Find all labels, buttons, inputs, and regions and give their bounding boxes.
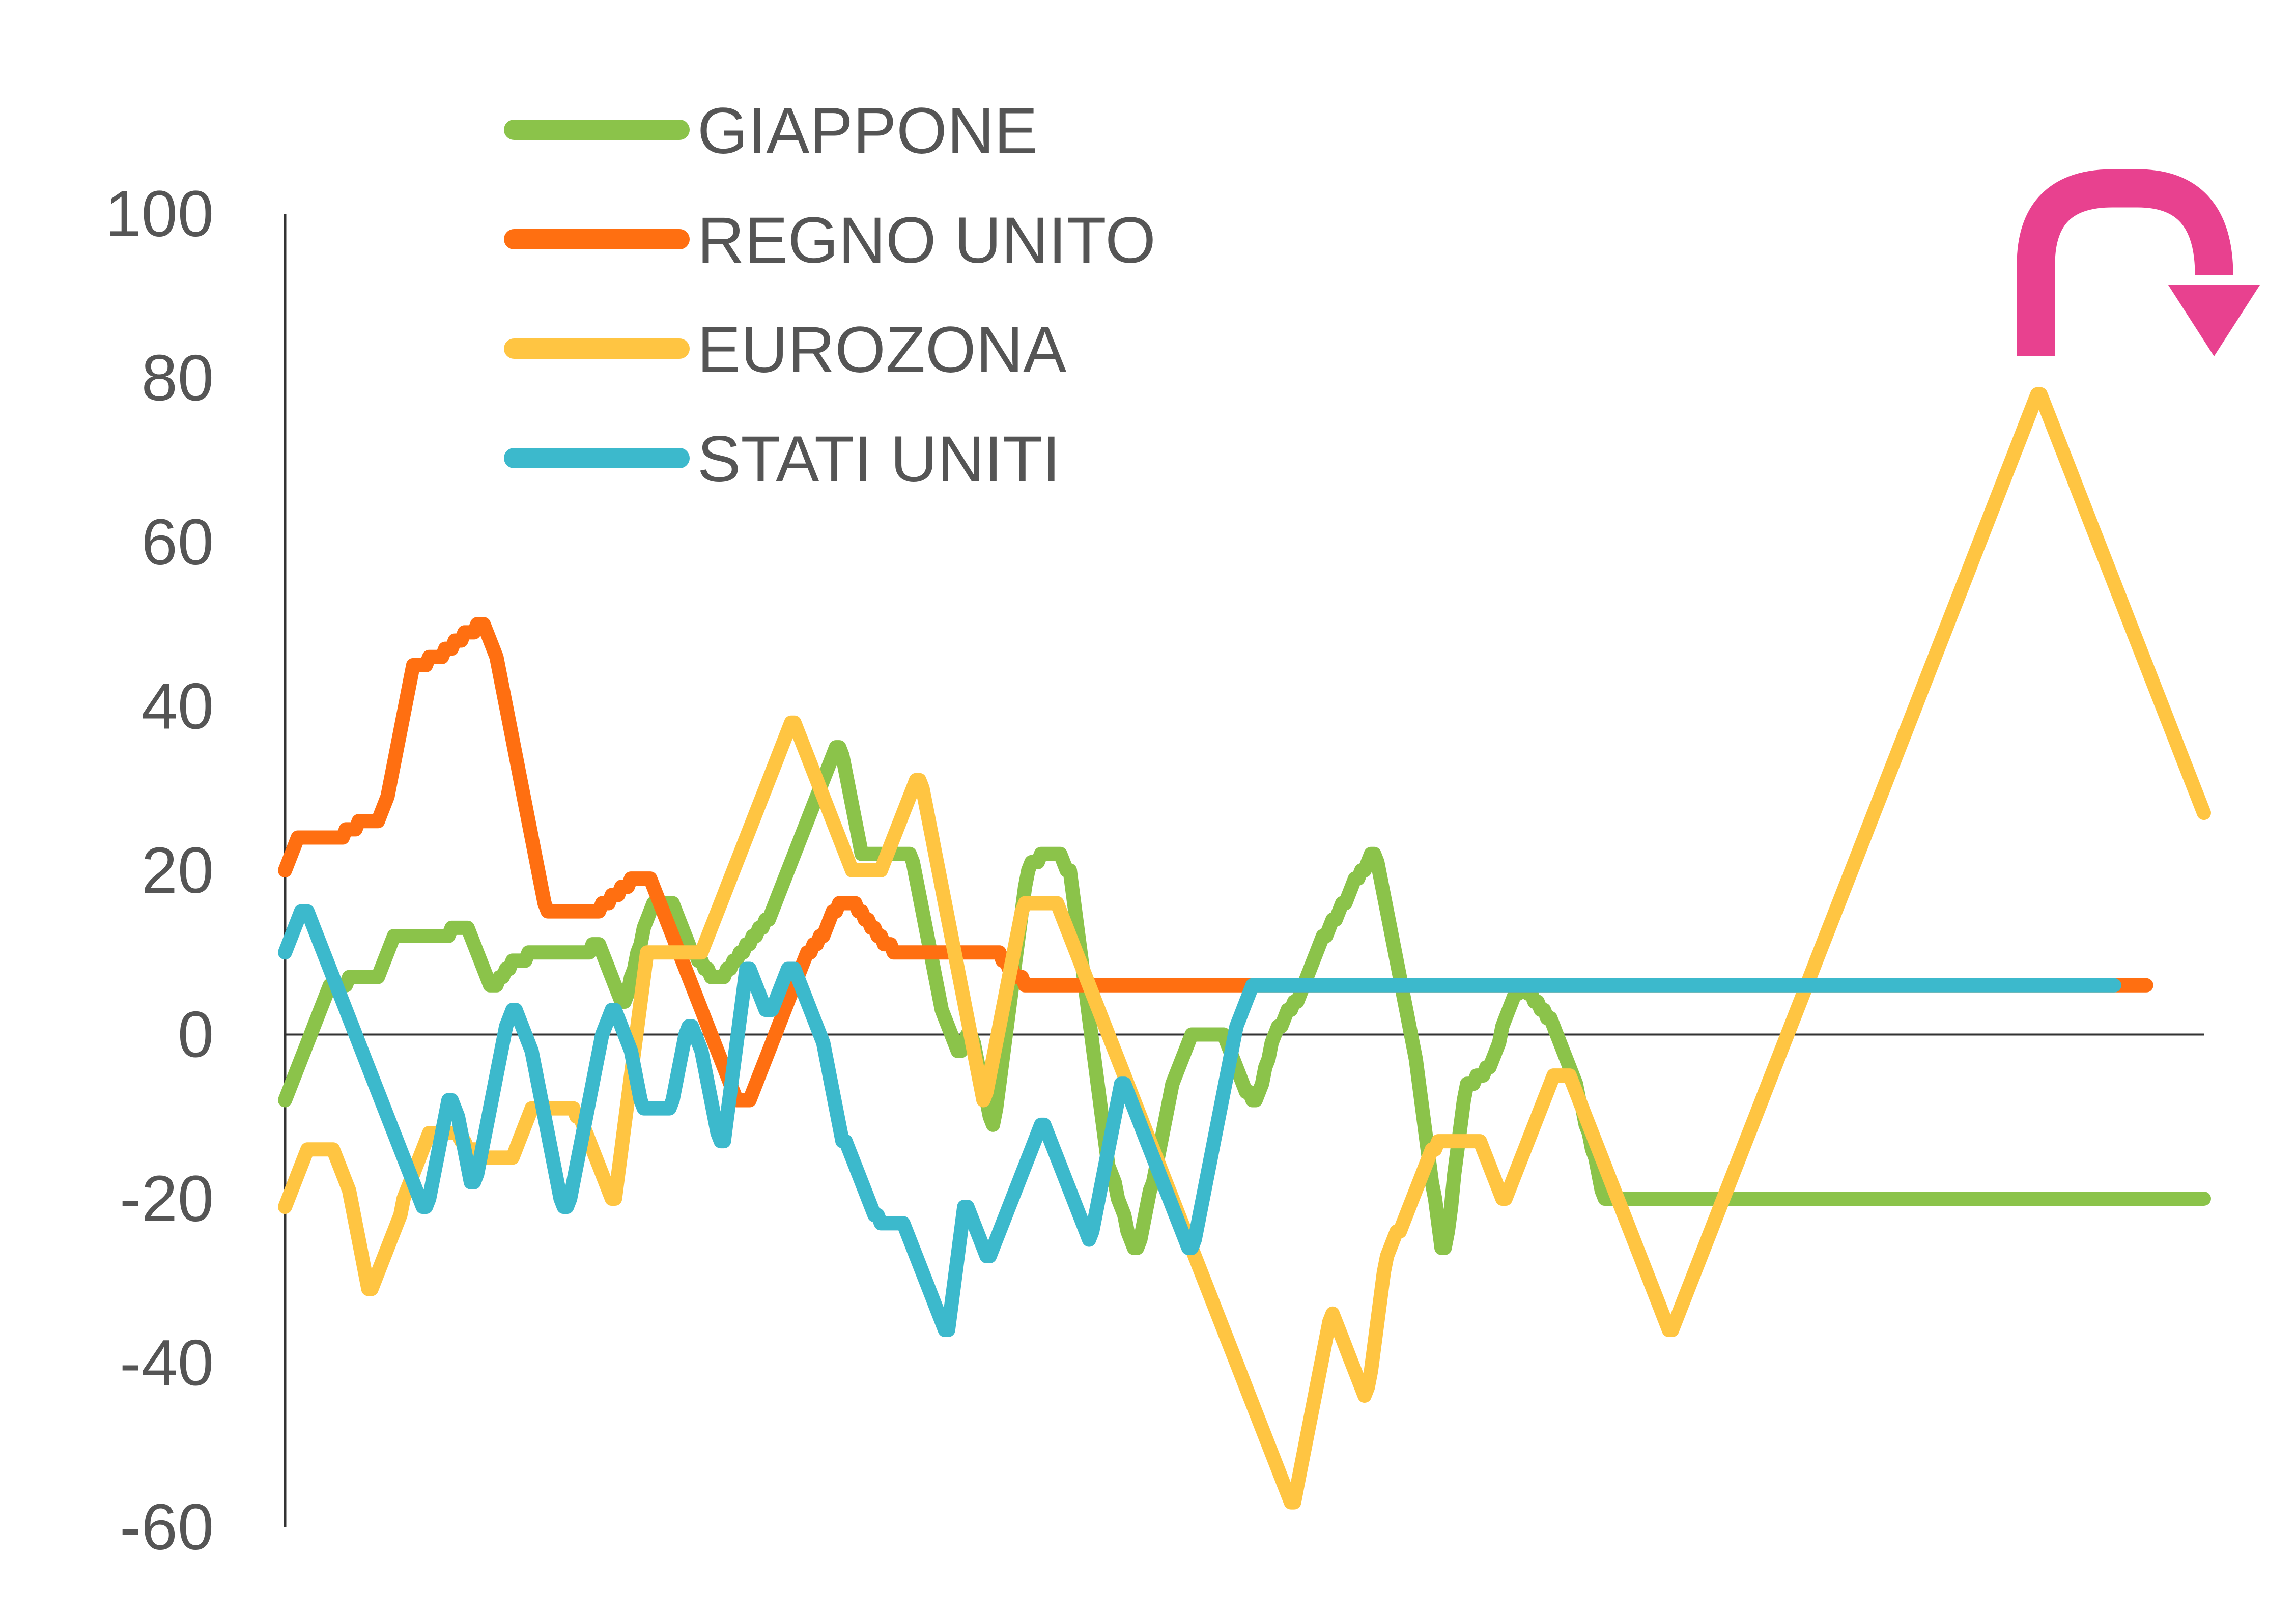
y-tick-label: -60	[120, 1491, 214, 1564]
legend-label: EUROZONA	[697, 314, 1067, 386]
series-line-stati-uniti	[278, 904, 2121, 1337]
y-tick-label: 40	[141, 670, 214, 743]
y-tick-label: 0	[178, 999, 214, 1071]
y-tick-label: -40	[120, 1327, 214, 1400]
legend-label: REGNO UNITO	[697, 204, 1156, 277]
y-tick-label: 20	[141, 834, 214, 907]
y-tick-label: 60	[141, 506, 214, 579]
u-turn-arrow-head	[2168, 285, 2260, 356]
series-line-eurozona	[278, 387, 2211, 1510]
legend-label: STATI UNITI	[697, 423, 1060, 496]
series-line-giappone	[278, 740, 2211, 1255]
y-tick-label: 80	[141, 342, 214, 415]
y-tick-label: 100	[105, 178, 214, 250]
y-tick-label: -20	[120, 1163, 214, 1235]
u-turn-arrow-icon	[2017, 169, 2260, 356]
y-axis-ticks: 100 80 60 40 20 0 -20 -40 -60	[105, 178, 214, 1564]
legend: GIAPPONE REGNO UNITO EUROZONA STATI UNITI	[504, 95, 1156, 496]
u-turn-arrow-body	[2017, 169, 2233, 356]
series-lines	[278, 387, 2211, 1510]
legend-label: GIAPPONE	[697, 95, 1038, 167]
